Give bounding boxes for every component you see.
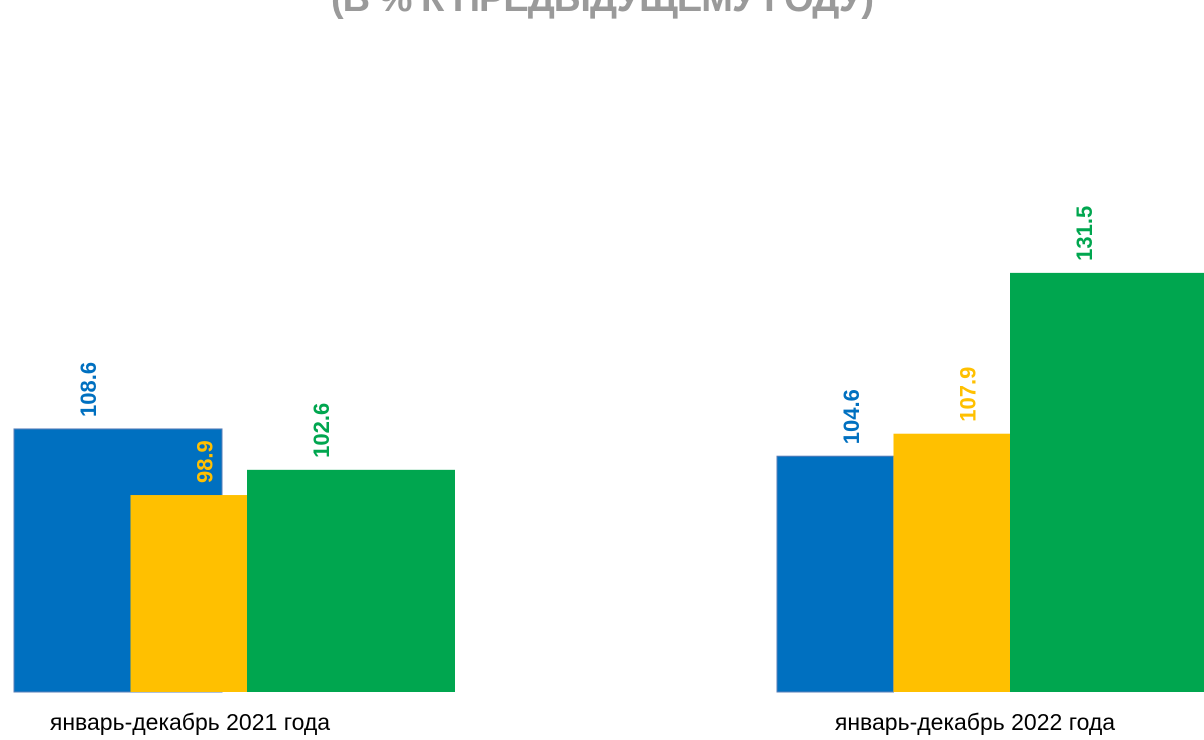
category-label-2: январь-декабрь 2022 года — [835, 709, 1115, 735]
value-label-1-1: 108.6 — [76, 362, 101, 417]
value-label-1-3: 102.6 — [309, 403, 334, 458]
chart-title: (В % К ПРЕДЫДУЩЕМУ ГОДУ) — [0, 0, 1204, 21]
bar-2-2 — [893, 433, 1010, 692]
category-label-1: январь-декабрь 2021 года — [50, 709, 330, 735]
bar-2-3 — [1010, 272, 1204, 692]
bar-1-2 — [130, 495, 247, 692]
value-label-2-3: 131.5 — [1072, 206, 1097, 261]
value-label-1-2: 98.9 — [193, 440, 218, 483]
value-label-2-1: 104.6 — [839, 389, 864, 444]
bar-1-3 — [247, 469, 455, 692]
value-label-2-2: 107.9 — [956, 367, 981, 422]
bar-2-1 — [776, 455, 894, 693]
